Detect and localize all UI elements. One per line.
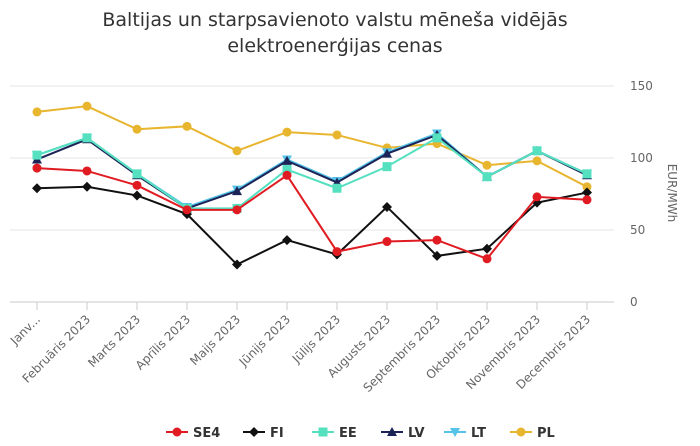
series-fi — [32, 181, 592, 270]
series-line-se4 — [36, 167, 588, 260]
data-point-se4 — [132, 180, 142, 190]
series-lv — [32, 129, 592, 213]
data-point-pl — [132, 124, 142, 134]
data-point-se4 — [182, 205, 192, 215]
legend-item-se4[interactable]: SE4 — [166, 426, 220, 441]
legend-marker — [516, 427, 526, 437]
data-point-fi — [282, 235, 292, 246]
data-point-ee — [32, 150, 42, 160]
legend[interactable]: SE4 FI EE LV LT PL — [166, 426, 555, 441]
legend-item-lv[interactable]: LV — [381, 426, 425, 441]
data-point-lv — [382, 148, 392, 158]
legend-marker — [172, 427, 182, 437]
data-point-fi — [232, 259, 242, 270]
legend-item-ee[interactable]: EE — [312, 426, 357, 441]
x-tick-label: Janv... — [7, 312, 43, 348]
data-point-se4 — [282, 170, 292, 180]
y-tick-label: 0 — [630, 295, 638, 309]
y-axis-label: EUR/MWh — [665, 164, 679, 223]
data-point-fi — [32, 183, 42, 194]
data-point-se4 — [382, 237, 392, 247]
series-pl — [32, 101, 592, 192]
y-tick-label: 50 — [630, 223, 645, 237]
legend-item-fi[interactable]: FI — [243, 426, 284, 441]
data-point-pl — [232, 146, 242, 156]
data-point-fi — [482, 243, 492, 254]
legend-label: EE — [339, 426, 357, 441]
data-point-fi — [82, 181, 92, 192]
x-tick-label: Jūlijs 2023 — [289, 312, 343, 366]
data-point-pl — [282, 127, 292, 137]
series-ee — [32, 133, 592, 213]
data-point-pl — [32, 107, 42, 117]
y-tick-label: 100 — [630, 151, 653, 165]
series-line-lv — [36, 133, 588, 210]
grid-lines — [10, 85, 614, 303]
data-point-fi — [582, 187, 592, 198]
x-tick-label: Jūnijs 2023 — [236, 312, 293, 369]
legend-marker — [249, 427, 259, 437]
legend-item-pl[interactable]: PL — [510, 426, 555, 441]
data-point-ee — [132, 169, 142, 179]
chart-title-line-1: Baltijas un starpsavienoto valstu mēneša… — [102, 9, 567, 31]
data-point-pl — [482, 160, 492, 170]
data-point-se4 — [582, 195, 592, 205]
data-point-se4 — [482, 254, 492, 264]
data-point-ee — [82, 133, 92, 143]
legend-label: FI — [270, 426, 284, 441]
data-point-ee — [282, 165, 292, 175]
data-point-pl — [332, 130, 342, 140]
data-point-pl — [182, 121, 192, 131]
data-point-fi — [382, 201, 392, 212]
legend-label: LV — [408, 426, 425, 441]
x-tick-label: Maijs 2023 — [187, 312, 243, 368]
data-point-pl — [532, 156, 542, 166]
series-line-lt — [36, 132, 588, 209]
y-axis-ticks: 0 50 100 150 — [630, 79, 653, 309]
chart-title-line-2: elektroenerģijas cenas — [227, 35, 442, 57]
legend-marker — [450, 428, 460, 437]
data-point-pl — [582, 182, 592, 192]
data-point-ee — [432, 133, 442, 143]
data-point-ee — [482, 172, 492, 182]
legend-item-lt[interactable]: LT — [444, 426, 486, 441]
data-point-se4 — [32, 163, 42, 173]
legend-marker — [318, 427, 328, 437]
data-point-lv — [282, 155, 292, 165]
data-point-ee — [532, 146, 542, 156]
series-line-ee — [36, 136, 588, 210]
series-line-pl — [36, 105, 588, 188]
data-point-ee — [332, 183, 342, 193]
data-point-se4 — [332, 247, 342, 257]
data-point-lv — [232, 186, 242, 196]
data-point-se4 — [82, 166, 92, 176]
legend-label: SE4 — [193, 426, 220, 441]
series-se4 — [32, 163, 592, 264]
data-point-se4 — [232, 205, 242, 215]
legend-label: LT — [471, 426, 486, 441]
legend-label: PL — [537, 426, 555, 441]
data-point-ee — [582, 169, 592, 179]
y-tick-label: 150 — [630, 79, 653, 93]
data-point-ee — [382, 162, 392, 172]
data-point-se4 — [432, 235, 442, 245]
data-point-fi — [132, 190, 142, 201]
legend-marker — [387, 427, 397, 436]
data-point-pl — [82, 101, 92, 111]
series-layer — [32, 101, 592, 270]
series-line-fi — [36, 185, 588, 266]
data-point-se4 — [532, 192, 542, 202]
data-point-fi — [432, 250, 442, 261]
